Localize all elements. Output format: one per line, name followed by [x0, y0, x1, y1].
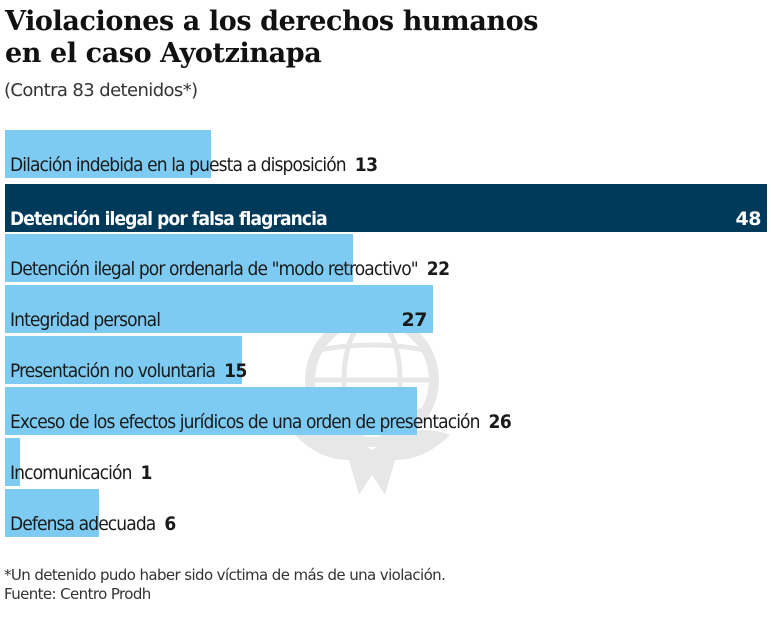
chart-title-line-1: Violaciones a los derechos humanos: [5, 6, 539, 37]
bar-highlighted: [5, 184, 767, 232]
bar-row-defensa-adecuada: Defensa adecuada 6: [5, 489, 176, 537]
bar: [5, 387, 417, 435]
bar-value: 1: [140, 462, 153, 484]
bar-row-exceso-efectos: Exceso de los efectos jurídicos de una o…: [5, 387, 512, 435]
bar-value: 27: [401, 309, 428, 331]
bar-label: Defensa adecuada 6: [10, 513, 176, 535]
bar: [5, 336, 242, 384]
bar-row-integridad-personal: Integridad personal 27: [5, 285, 433, 333]
bar-row-falsa-flagrancia: Detención ilegal por falsa flagrancia 48: [5, 184, 767, 232]
chart-title: Violaciones a los derechos humanos en el…: [5, 6, 605, 70]
footnote-source: Fuente: Centro Prodh: [4, 585, 151, 603]
bar-label: Detención ilegal por falsa flagrancia: [10, 208, 328, 230]
bar-row-dilacion: Dilación indebida en la puesta a disposi…: [5, 130, 378, 178]
chart-subtitle: (Contra 83 detenidos*): [4, 80, 198, 101]
bar: [5, 438, 20, 486]
bar-row-presentacion-no-voluntaria: Presentación no voluntaria 15: [5, 336, 247, 384]
bar-row-incomunicacion: Incomunicación 1: [5, 438, 152, 486]
bar: [5, 285, 433, 333]
bar: [5, 130, 211, 178]
bar-value: 15: [224, 360, 247, 382]
bar-label: Dilación indebida en la puesta a disposi…: [10, 154, 378, 176]
bar-label: Integridad personal: [10, 309, 161, 331]
bar-value: 26: [488, 411, 512, 433]
bar-label: Presentación no voluntaria 15: [10, 360, 247, 382]
bar-value: 6: [164, 513, 176, 535]
chart-title-line-2: en el caso Ayotzinapa: [5, 38, 322, 69]
bar-value: 22: [426, 258, 450, 280]
bar-label: Exceso de los efectos jurídicos de una o…: [10, 411, 512, 433]
bar-label: Incomunicación 1: [10, 462, 152, 484]
bar-value: 13: [354, 154, 378, 176]
bar: [5, 234, 353, 282]
bar-value: 48: [735, 208, 762, 230]
chart-footnote: *Un detenido pudo haber sido víctima de …: [4, 566, 446, 604]
bar-row-modo-retroactivo: Detención ilegal por ordenarla de "modo …: [5, 234, 450, 282]
bar-label: Detención ilegal por ordenarla de "modo …: [10, 258, 450, 280]
bar: [5, 489, 99, 537]
footnote-note: *Un detenido pudo haber sido víctima de …: [4, 566, 446, 584]
